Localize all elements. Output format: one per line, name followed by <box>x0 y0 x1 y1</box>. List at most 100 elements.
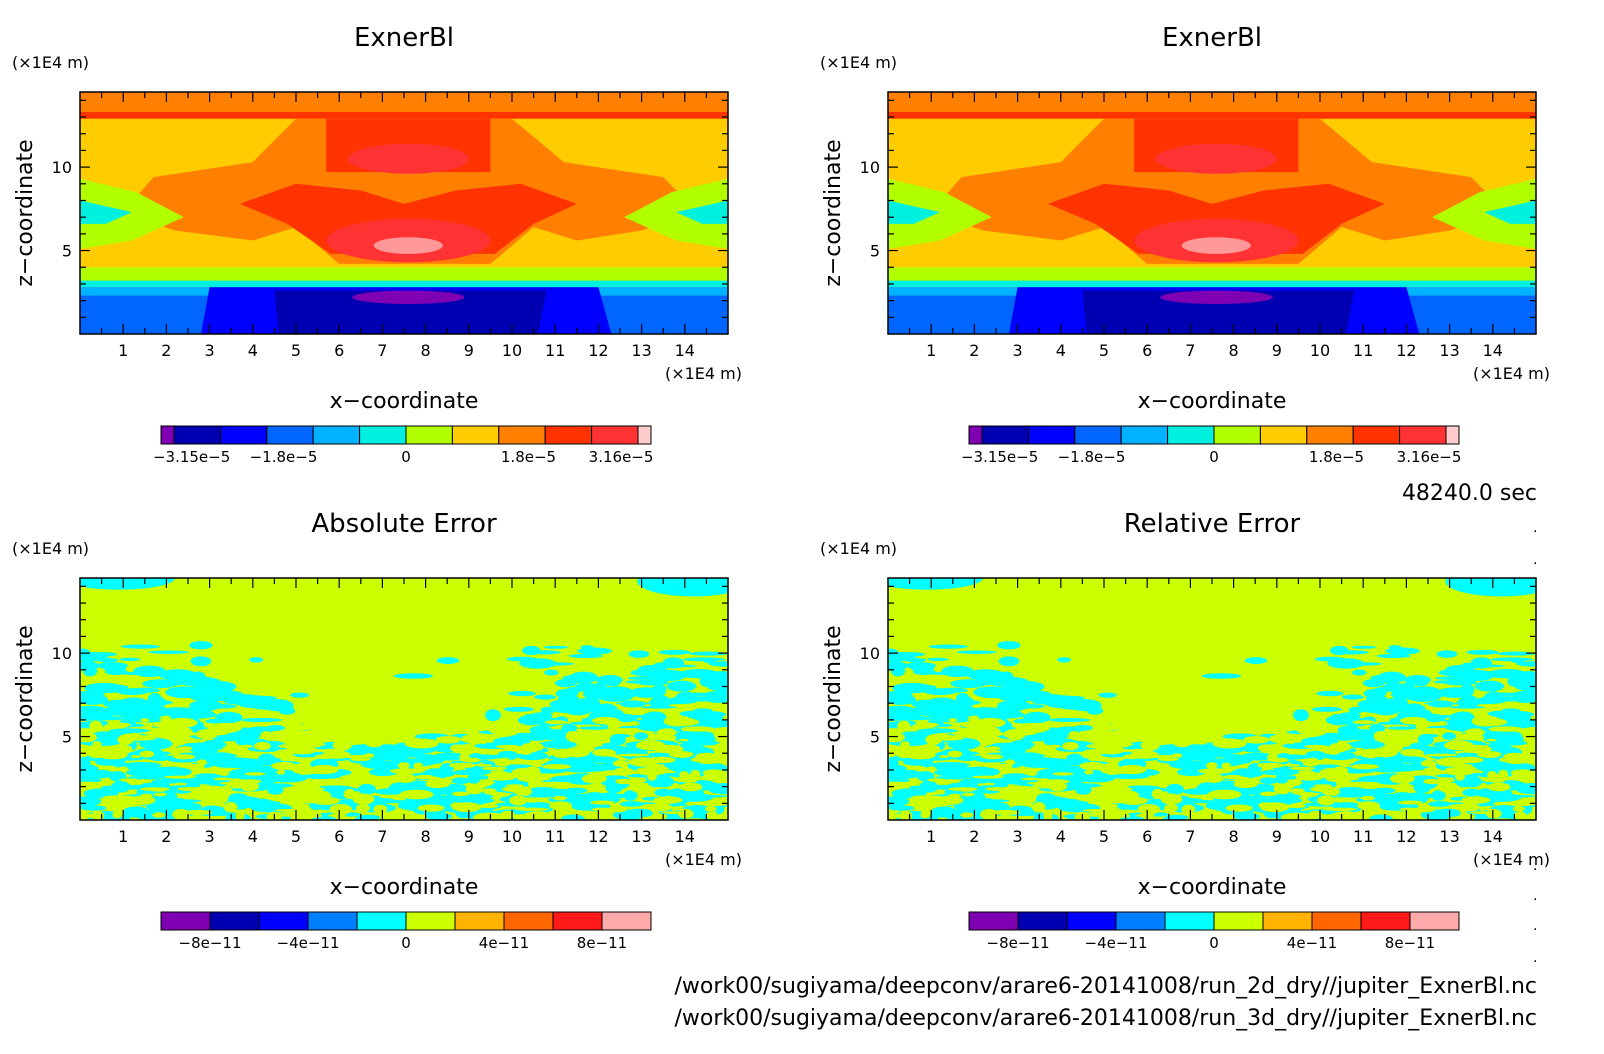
error-region <box>678 808 694 819</box>
error-region <box>640 705 677 709</box>
y-tick-label: 10 <box>860 158 880 177</box>
error-region <box>1504 757 1530 765</box>
error-region <box>485 709 501 722</box>
error-region <box>1425 753 1458 757</box>
error-region <box>260 731 273 739</box>
error-region <box>309 765 339 775</box>
x-tick-label: 4 <box>1056 341 1066 360</box>
marker-dot: . <box>1533 552 1537 568</box>
error-region <box>1137 803 1161 815</box>
error-region <box>196 759 208 766</box>
colorbar-tick-label: 3.16e−5 <box>1397 448 1462 466</box>
error-region <box>567 756 596 769</box>
x-tick-label: 12 <box>1396 827 1416 846</box>
error-region <box>363 732 376 737</box>
error-region <box>1097 745 1125 755</box>
x-axis-title: x−coordinate <box>330 875 479 900</box>
error-region <box>564 747 590 758</box>
error-region <box>208 780 227 788</box>
error-region <box>189 742 221 755</box>
x-tick-label: 5 <box>1099 341 1109 360</box>
colorbar-swatch <box>544 425 593 445</box>
error-region <box>1098 692 1117 698</box>
footer-file-2d: /work00/sugiyama/deepconv/arare6-2014100… <box>675 974 1538 999</box>
colorbar-swatch <box>637 425 652 445</box>
error-region <box>450 744 464 752</box>
error-region <box>540 706 557 714</box>
error-region <box>1507 675 1525 688</box>
x-tick-label: 7 <box>1185 341 1195 360</box>
error-region <box>934 728 958 733</box>
error-region <box>1004 759 1016 766</box>
field-region <box>80 178 184 249</box>
error-region <box>1197 768 1233 774</box>
error-region <box>503 706 535 712</box>
x-tick-label: 6 <box>1142 827 1152 846</box>
colorbar-swatch <box>1164 911 1215 931</box>
error-region <box>1214 815 1228 820</box>
error-region <box>1441 758 1452 765</box>
error-region <box>475 764 493 767</box>
error-region <box>612 759 628 767</box>
error-region <box>1166 783 1184 795</box>
error-region <box>1309 786 1340 793</box>
error-region <box>1140 739 1160 751</box>
error-region <box>648 752 671 757</box>
error-region <box>888 764 907 774</box>
error-region <box>1443 740 1474 751</box>
colorbar-swatch <box>173 425 221 445</box>
colorbar-tick-label: 8e−11 <box>1385 934 1435 952</box>
error-region <box>214 753 237 759</box>
error-region <box>1172 737 1193 748</box>
colorbar-swatch <box>1115 911 1166 931</box>
error-region <box>522 733 550 741</box>
field-region <box>352 290 465 304</box>
error-region <box>904 657 927 663</box>
error-region <box>658 649 691 655</box>
error-region <box>930 735 965 741</box>
colorbar-swatch <box>1074 425 1122 445</box>
error-region <box>1002 785 1036 793</box>
x-tick-label: 4 <box>248 341 258 360</box>
colorbar: −8e−11 −4e−11 0 4e−11 8e−11 <box>160 911 652 952</box>
error-region <box>920 811 931 819</box>
error-region <box>82 665 98 677</box>
error-region <box>1457 756 1484 764</box>
error-region <box>1047 701 1073 709</box>
error-region <box>1206 762 1218 770</box>
field-region <box>888 200 940 224</box>
time-label: 48240.0 sec <box>1402 481 1537 506</box>
x-tick-label: 14 <box>675 827 695 846</box>
error-region <box>1061 741 1079 751</box>
error-region <box>1259 777 1278 785</box>
error-region <box>1117 765 1147 775</box>
error-region <box>122 705 158 715</box>
error-region <box>938 766 980 778</box>
error-region <box>678 795 706 802</box>
error-region <box>1011 692 1028 704</box>
error-region <box>696 757 722 765</box>
error-region <box>217 749 239 753</box>
x-tick-label: 8 <box>421 827 431 846</box>
error-region <box>80 728 99 734</box>
error-region <box>507 726 516 736</box>
error-region <box>1351 645 1376 649</box>
colorbar-swatch <box>1167 425 1215 445</box>
error-region <box>690 769 701 780</box>
error-region <box>1327 658 1365 669</box>
error-region <box>487 774 516 781</box>
error-region <box>279 733 291 744</box>
x-tick-label: 1 <box>926 341 936 360</box>
error-region <box>482 788 497 794</box>
error-region <box>406 815 420 820</box>
error-region <box>1002 792 1021 798</box>
colorbar-swatch <box>591 425 639 445</box>
error-region <box>678 738 689 742</box>
error-region <box>519 658 557 669</box>
colorbar-tick-label: 0 <box>1209 934 1219 952</box>
error-region <box>1117 809 1141 813</box>
colorbar-tick-label: 3.16e−5 <box>589 448 654 466</box>
error-region <box>122 806 150 818</box>
error-region <box>236 779 262 784</box>
error-region <box>596 808 627 813</box>
